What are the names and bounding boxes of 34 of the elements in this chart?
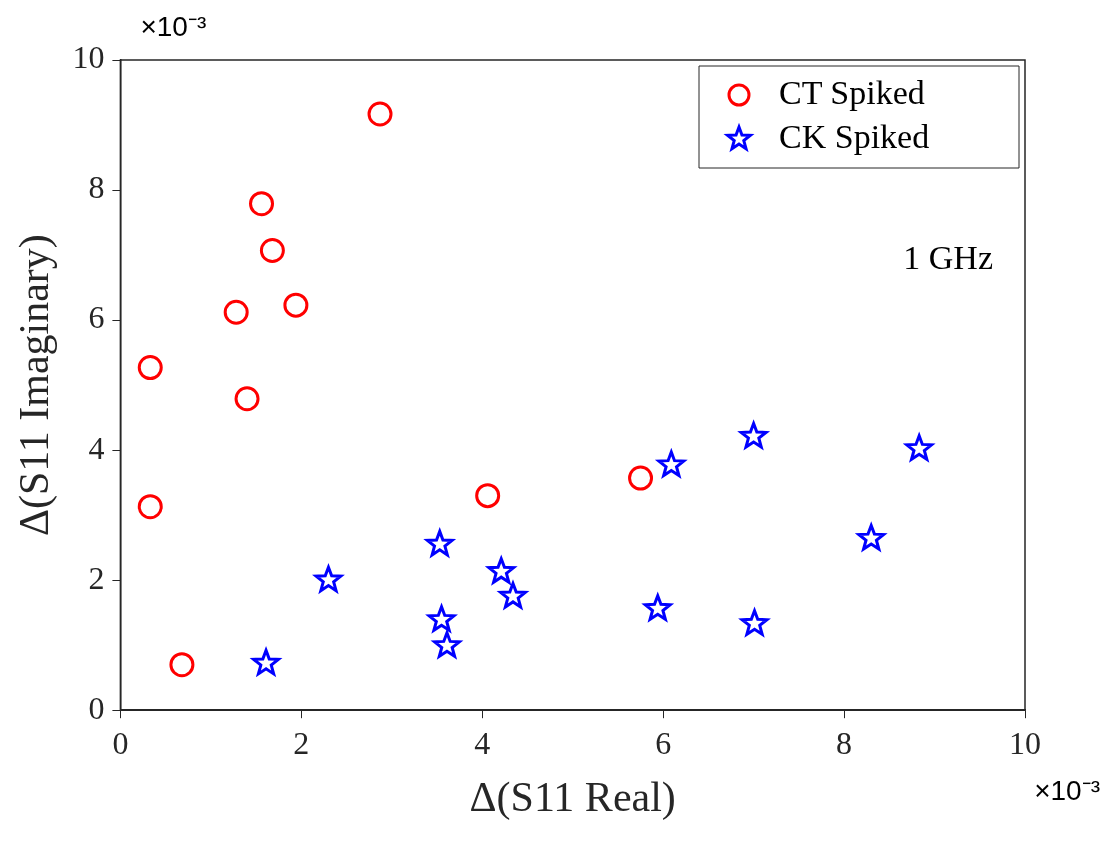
x-tick-label: 6 (655, 724, 672, 761)
y-tick-label: 0 (88, 689, 105, 726)
point (737, 419, 770, 451)
x-tick-label: 10 (1009, 724, 1041, 761)
legend-label: CT Spiked (779, 73, 925, 111)
x-tick-label: 2 (293, 724, 310, 761)
x-axis-title: Δ(S11 Real) (469, 773, 676, 821)
x-tick-label: 8 (836, 724, 853, 761)
point (137, 355, 163, 381)
x-tick-label: 0 (112, 724, 129, 761)
point (223, 299, 249, 325)
point (169, 652, 195, 678)
y-tick-label: 10 (72, 39, 105, 76)
point (628, 465, 654, 491)
point (259, 238, 285, 264)
point (423, 527, 456, 559)
y-tick-label: 2 (88, 559, 105, 596)
text: ×10⁻³ (140, 10, 207, 42)
point (137, 494, 163, 520)
point (234, 386, 260, 412)
y-tick-label: 6 (88, 299, 105, 336)
y-axis-title: Δ(S11 Imaginary) (11, 234, 59, 537)
y-tick-label: 8 (88, 169, 105, 206)
x-tick-label: 4 (474, 724, 491, 761)
annotation: 1 GHz (903, 238, 993, 276)
y-tick-label: 4 (88, 429, 105, 466)
point (475, 483, 501, 509)
point (312, 563, 345, 595)
point (283, 292, 309, 318)
text: ×10⁻³ (1034, 774, 1100, 806)
point (367, 101, 393, 127)
point (249, 191, 275, 217)
point (655, 448, 688, 479)
legend-label: CK Spiked (779, 117, 930, 155)
